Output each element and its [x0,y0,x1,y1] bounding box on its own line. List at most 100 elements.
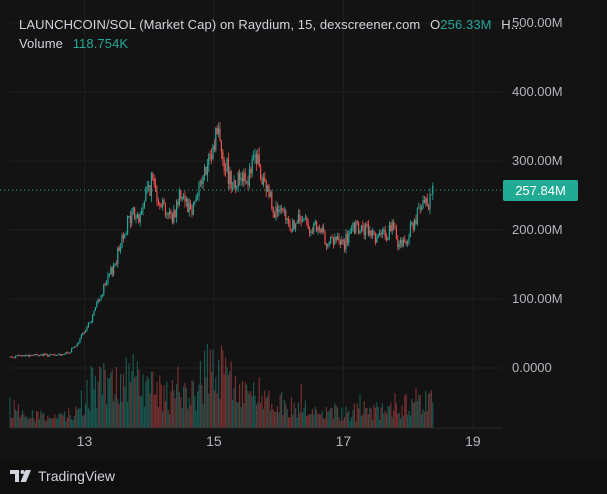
volume-bar [310,414,312,428]
volume-bar [92,368,94,428]
volume-bar [104,369,106,428]
volume-bar [281,391,283,428]
volume-bar [197,391,199,428]
volume-bar [258,377,260,428]
volume-bar [184,382,186,428]
candle-body [339,241,341,244]
candle-body [100,295,102,300]
candle-body [73,346,75,348]
volume-bar [115,366,117,428]
volume-bar [139,395,141,428]
volume-bar [41,413,43,428]
candle-body [152,173,154,179]
volume-bar [162,411,164,428]
tradingview-logo[interactable]: TradingView [10,468,115,484]
volume-bar [52,418,54,428]
volume-bar [397,414,399,428]
candle-body [97,299,99,303]
volume-bar [12,418,14,428]
candle-body [240,177,242,181]
candle-body [419,207,421,210]
candle-body [275,206,277,218]
volume-bar [201,385,203,428]
volume-bar [148,379,150,428]
candle-body [327,244,329,247]
candle-body [367,223,369,236]
y-tick-label: 100.00M [512,291,563,306]
volume-bar [349,420,351,428]
volume-bar [72,420,74,428]
candle-body [335,237,337,240]
volume-bar [384,410,386,428]
candle-body [185,198,187,202]
volume-bar [289,417,291,428]
volume-bar [226,367,228,428]
candle-body [188,203,190,213]
volume-bar [15,409,17,428]
candle-body [241,177,243,182]
candle-body [138,214,140,223]
candle-body [267,185,269,192]
volume-bar [54,414,56,428]
symbol-title[interactable]: LAUNCHCOIN/SOL (Market Cap) on Raydium, … [19,17,421,32]
volume-bar [61,413,63,428]
candle-body [118,247,120,251]
volume-bar [124,386,126,428]
candle-body [111,267,113,275]
candle-body [164,204,166,215]
y-axis[interactable]: 500.00M 400.00M 300.00M 200.00M 100.00M 0.000… [512,15,563,375]
candle-body [353,222,355,233]
volume-bar [156,381,158,428]
volume-bar [366,407,368,428]
candle-body [384,229,386,238]
candle-body [167,213,169,215]
candle-body [48,355,50,357]
candle-body [281,208,283,210]
candle-body [229,171,231,184]
volume-bar [135,375,137,428]
volume-bar [274,411,276,428]
volume-bar [80,390,82,428]
candle-body [355,221,357,233]
chart-area[interactable]: 500.00M 400.00M 300.00M 200.00M 100.00M 0.000… [0,0,607,461]
volume-bar [412,402,414,428]
candle-body [236,185,238,188]
candle-body [166,213,168,215]
candle-body [395,228,397,239]
volume-bar [296,417,298,428]
candle-body [26,355,28,356]
candle-body [307,223,309,229]
candle-body [170,210,172,216]
volume-bar [346,412,348,428]
volume-bar [290,396,292,428]
open-value: 256.33M [440,17,492,32]
candle-body [352,222,354,228]
candle-body [121,235,123,248]
candle-body [142,207,144,210]
candle-body [110,267,112,275]
candle-body [191,209,193,215]
candle-body [206,165,208,175]
x-axis[interactable]: 13 15 17 19 [10,427,502,449]
volume-bar [244,382,246,428]
volume-bar [87,407,89,428]
candle-body [260,166,262,179]
candle-body [232,187,234,189]
candle-body [379,232,381,236]
candle-body [261,178,263,185]
volume-bar [353,403,355,428]
volume-bar [251,396,253,428]
volume-bar [398,412,400,428]
volume-bar [370,408,372,428]
candle-body [297,214,299,224]
candle-body [251,158,253,174]
candle-body [50,354,52,356]
volume-label[interactable]: Volume [19,36,63,51]
volume-bar [255,404,257,428]
volume-bar [386,413,388,428]
volume-bar [428,393,430,428]
candle-body [171,215,173,223]
price-chart[interactable]: 500.00M 400.00M 300.00M 200.00M 100.00M 0.000… [0,0,607,460]
candle-body [55,355,57,356]
candle-body [366,223,368,225]
